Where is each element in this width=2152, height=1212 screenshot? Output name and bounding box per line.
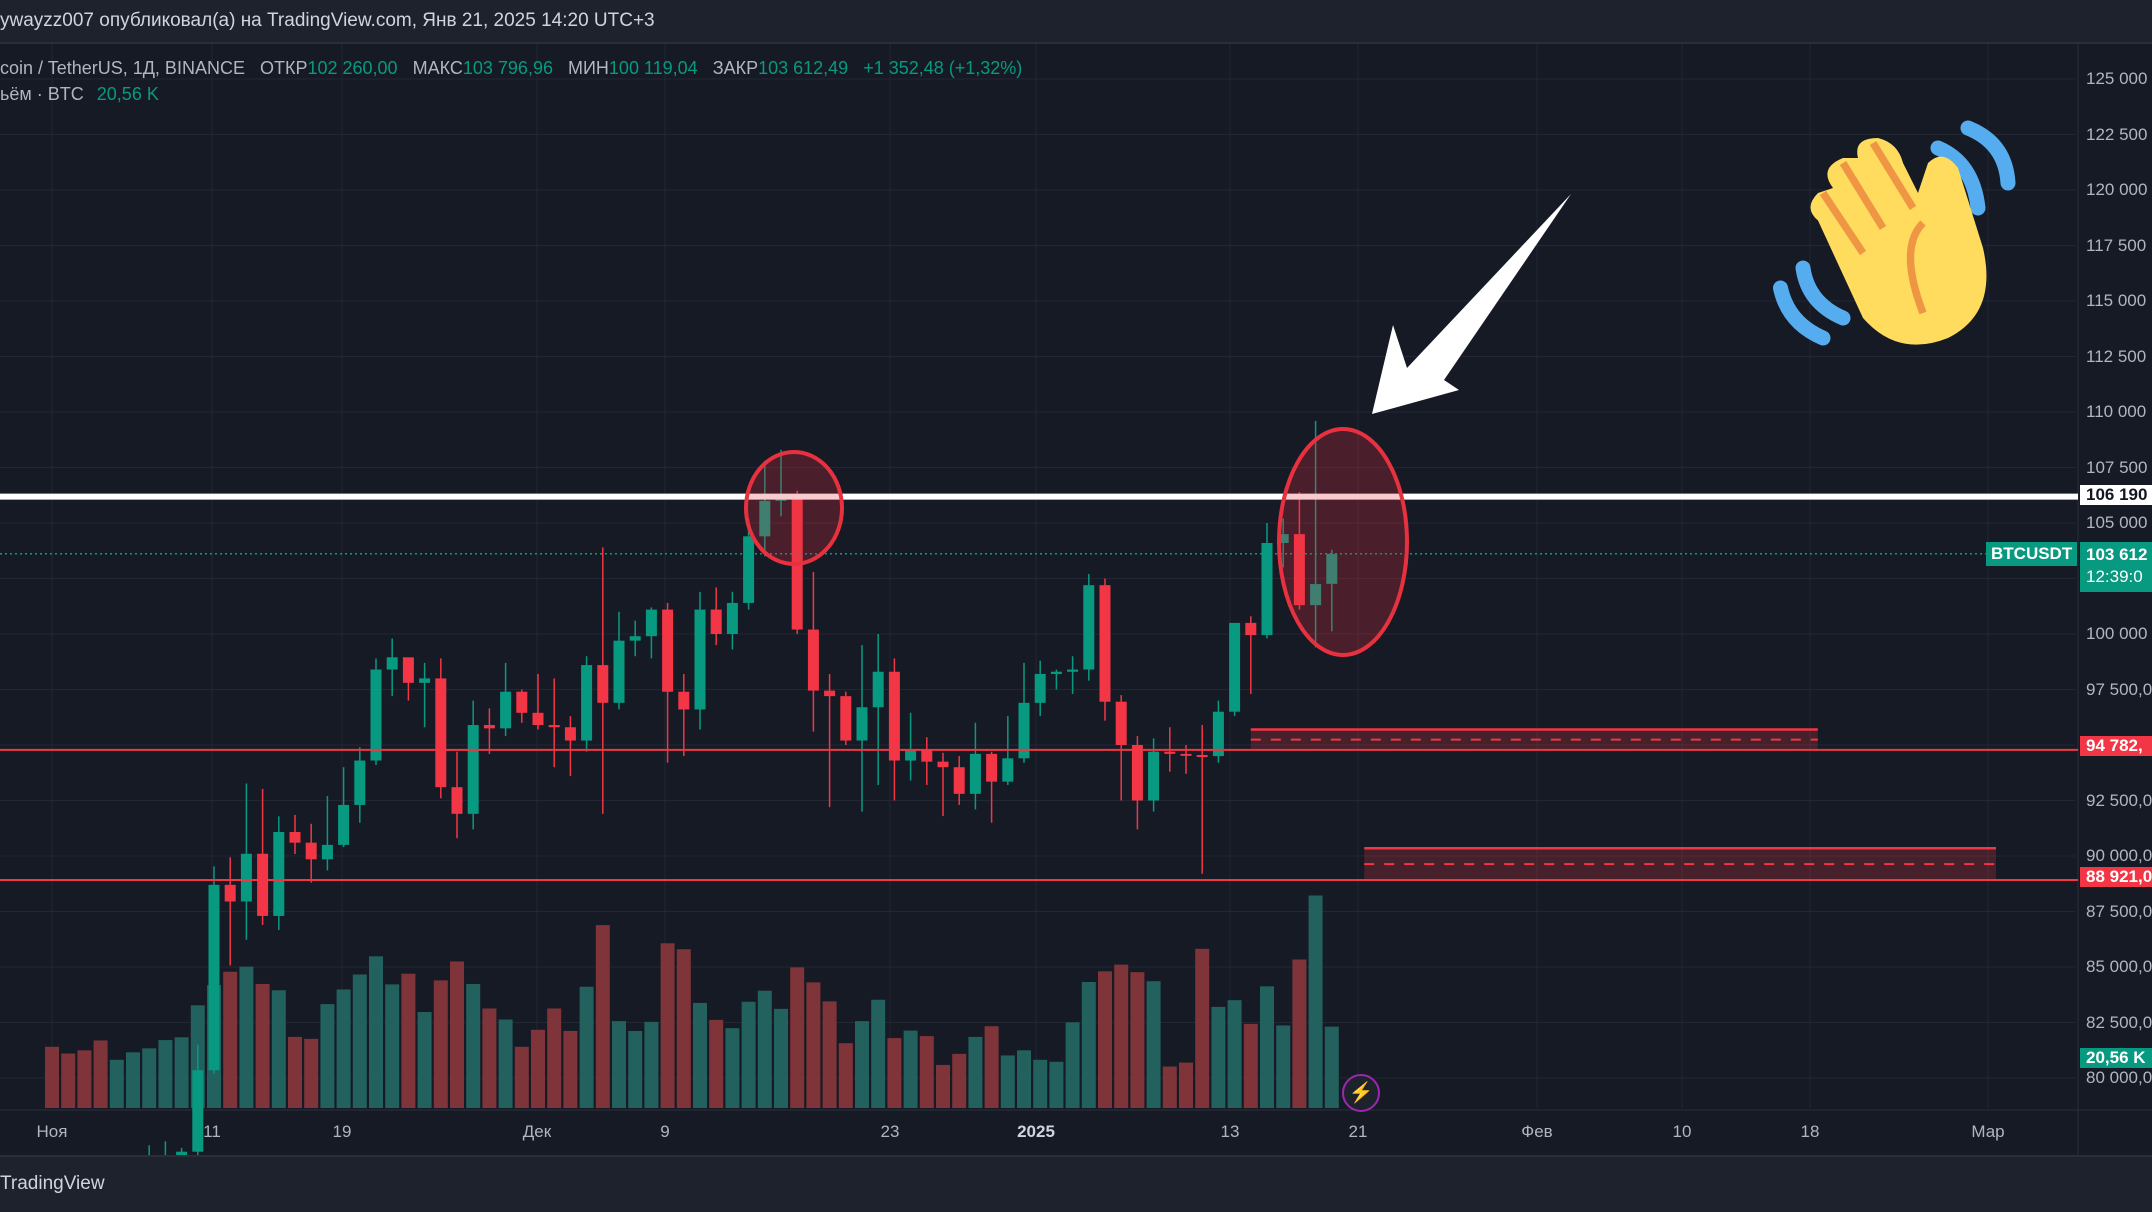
current-price: 103 612 (2086, 545, 2148, 564)
chart-area[interactable] (0, 44, 2152, 1154)
volume-label[interactable]: ьём · BTC (0, 84, 84, 104)
price-label: 100 000 (2086, 624, 2148, 643)
open-label: ОТКР (259, 58, 308, 78)
time-label: Фев (1521, 1122, 1553, 1141)
footer: TradingView (0, 1155, 2152, 1212)
change-value: +1 352,48 (+1,32%) (863, 58, 1023, 78)
current-price-tag: 103 612 12:39:0 (2080, 542, 2152, 592)
ohlc-row: coin / TetherUS, 1Д, BINANCE ОТКР102 260… (0, 55, 1022, 81)
high-value: 103 796,96 (462, 58, 553, 78)
time-label: 19 (332, 1122, 352, 1141)
volume-tag: 20,56 K (2080, 1048, 2152, 1068)
price-label: 117 500 (2086, 235, 2147, 255)
time-label: Мар (1971, 1122, 2005, 1141)
countdown: 12:39:0 (2086, 567, 2143, 586)
price-label: 115 000 (2086, 291, 2147, 310)
white-level-tag: 106 190 (2080, 485, 2152, 505)
price-label: 92 500,0 (2086, 790, 2152, 810)
price-label: 107 500 (2086, 457, 2148, 477)
close-label: ЗАКР (712, 58, 759, 78)
volume-row: ьём · BTC 20,56 K (0, 81, 1022, 107)
symbol-name[interactable]: coin / TetherUS, 1Д, BINANCE (0, 58, 245, 78)
waving-hand-icon (1773, 120, 2016, 346)
low-label: МИН (567, 58, 609, 78)
price-label: 85 000,0 (2086, 957, 2152, 976)
price-label: 125 000 (2086, 69, 2148, 88)
price-label: 112 500 (2086, 346, 2147, 366)
time-label: Ноя (36, 1122, 68, 1141)
open-value: 102 260,00 (307, 58, 398, 78)
level-88921-tag: 88 921,0 (2080, 867, 2152, 887)
time-label: Дек (522, 1122, 552, 1141)
low-value: 100 119,04 (608, 58, 698, 78)
price-label: 105 000 (2086, 513, 2148, 532)
time-label: 11 (203, 1122, 221, 1141)
publish-title: ywayzz007 опубликовал(а) на TradingView.… (0, 10, 655, 31)
level-94782-tag: 94 782, (2080, 736, 2152, 756)
price-label: 110 000 (2086, 402, 2147, 421)
time-label: 9 (660, 1122, 670, 1141)
time-label: 10 (1672, 1122, 1692, 1141)
symbol-tag: BTCUSDT (1986, 542, 2078, 566)
high-label: МАКС (412, 58, 463, 78)
tradingview-brand[interactable]: TradingView (0, 1173, 105, 1194)
price-label: 87 500,0 (2086, 901, 2152, 921)
time-label: 2025 (1017, 1122, 1055, 1141)
symbol-legend: coin / TetherUS, 1Д, BINANCE ОТКР102 260… (0, 55, 1022, 107)
publish-header: ywayzz007 опубликовал(а) на TradingView.… (0, 0, 2152, 44)
time-label: 18 (1800, 1122, 1820, 1141)
close-value: 103 612,49 (758, 58, 849, 78)
flash-icon[interactable]: ⚡ (1342, 1074, 1380, 1112)
time-label: 23 (880, 1122, 900, 1141)
price-label: 122 500 (2086, 124, 2148, 144)
price-label: 120 000 (2086, 180, 2148, 199)
price-label: 82 500,0 (2086, 1012, 2152, 1032)
volume-value: 20,56 K (96, 84, 159, 104)
time-label: 21 (1348, 1122, 1368, 1141)
price-label: 97 500,0 (2086, 679, 2152, 699)
price-label: 90 000,0 (2086, 846, 2152, 865)
time-label: 13 (1220, 1122, 1240, 1141)
price-label: 80 000,0 (2086, 1068, 2152, 1087)
